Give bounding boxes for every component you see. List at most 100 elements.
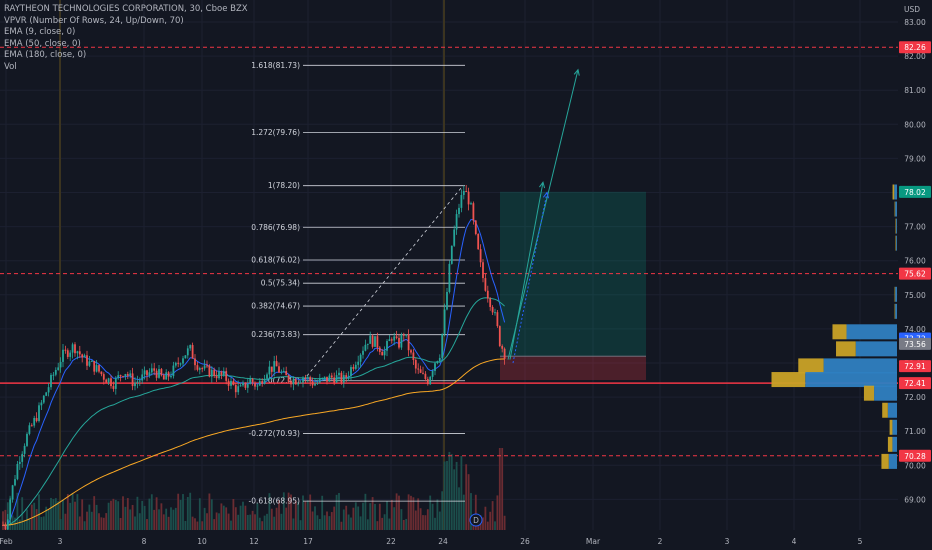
candle-body xyxy=(376,336,379,348)
fib-level-label: 0(72.48) xyxy=(268,376,300,385)
candle-body xyxy=(208,365,211,377)
volume-bar xyxy=(76,494,79,530)
legend-vpvr[interactable]: VPVR (Number Of Rows, 24, Up/Down, 70) xyxy=(4,15,184,26)
volume-bar xyxy=(186,497,189,530)
candle-body xyxy=(405,334,408,336)
volume-bar xyxy=(455,461,458,530)
volume-bar xyxy=(302,495,304,530)
time-tick-label: 3 xyxy=(58,537,63,546)
volume-bar xyxy=(266,513,268,530)
candle-body xyxy=(191,345,194,359)
volume-bar xyxy=(402,519,405,530)
candle-body xyxy=(263,378,266,384)
volume-bar xyxy=(426,509,429,530)
projection-arrows[interactable] xyxy=(507,68,580,364)
volume-profile-down xyxy=(895,235,897,251)
time-tick-label: 5 xyxy=(858,537,863,546)
candle-body xyxy=(105,379,108,383)
volume-bar xyxy=(450,454,453,530)
volume-bar xyxy=(422,515,424,530)
arrow-head xyxy=(542,191,549,199)
candle-body xyxy=(292,379,295,385)
volume-bar xyxy=(462,494,465,530)
candle-body xyxy=(424,373,427,379)
candle-body xyxy=(162,375,165,380)
volume-bar xyxy=(50,497,52,530)
candle-body xyxy=(213,369,216,376)
candle-body xyxy=(26,433,28,446)
legend-ema-180[interactable]: EMA (180, close, 0) xyxy=(4,50,87,60)
candle-body xyxy=(47,387,50,393)
candle-body xyxy=(9,499,12,520)
volume-bar xyxy=(114,499,117,530)
volume-bar xyxy=(162,514,165,530)
volume-bar xyxy=(328,516,331,530)
volume-bar xyxy=(105,513,108,530)
candle-body xyxy=(381,351,384,356)
volume-bar xyxy=(184,520,187,530)
currency-label: USD xyxy=(904,5,920,14)
legend-ema-50[interactable]: EMA (50, close, 0) xyxy=(4,38,81,49)
time-axis[interactable]: Feb 3 8 10 12 17 22 24 26 Mar 2 3 4 5 xyxy=(0,530,932,550)
volume-profile-down xyxy=(881,453,889,469)
price-tick-label: 74.00 xyxy=(904,325,926,334)
fib-trend-line xyxy=(302,185,464,381)
price-tag xyxy=(899,377,931,390)
candle-body xyxy=(196,365,199,370)
volume-bar xyxy=(100,517,103,530)
candle-body xyxy=(112,386,115,389)
volume-bar xyxy=(275,507,278,530)
volume-bar xyxy=(254,514,256,530)
long-position-tool[interactable] xyxy=(500,191,646,381)
volume-bar xyxy=(57,501,60,530)
volume-bar xyxy=(434,517,436,530)
price-tag-label: 70.28 xyxy=(904,452,926,461)
price-tick-label: 82.00 xyxy=(904,52,926,61)
indicator-legend: RAYTHEON TECHNOLOGIES CORPORATION, 30, C… xyxy=(4,4,248,73)
candle-body xyxy=(306,377,309,379)
price-axis[interactable]: USD68.0069.0070.0071.0072.0073.0074.0075… xyxy=(898,0,932,550)
candle-body xyxy=(280,371,283,373)
candle-body xyxy=(153,368,156,371)
candle-body xyxy=(311,381,314,386)
candle-body xyxy=(45,392,48,396)
candle-body xyxy=(340,372,343,383)
price-tag xyxy=(899,360,931,373)
volume-bar xyxy=(419,508,422,530)
candle-body xyxy=(304,378,307,380)
legend-volume[interactable]: Vol xyxy=(4,61,17,72)
volume-bar xyxy=(153,509,156,530)
volume-profile-up xyxy=(887,402,897,418)
candle-body xyxy=(318,378,321,383)
volume-bar xyxy=(278,500,280,530)
volume-bar xyxy=(285,507,288,530)
volume-bar xyxy=(126,498,129,530)
candle-body xyxy=(501,346,504,349)
legend-ema-9[interactable]: EMA (9, close, 0) xyxy=(4,27,76,37)
volume-bar xyxy=(484,506,487,530)
price-tag xyxy=(899,449,931,462)
volume-bar xyxy=(107,502,110,530)
candle-body xyxy=(333,377,336,383)
volume-bar xyxy=(249,514,252,530)
candle-body xyxy=(467,191,470,205)
volume-bar xyxy=(182,494,184,530)
volume-bar xyxy=(458,487,460,530)
candle-body xyxy=(69,352,72,357)
volume-bar xyxy=(234,507,237,530)
volume-bar xyxy=(414,510,417,530)
candle-body xyxy=(438,357,441,362)
volume-bar xyxy=(110,500,112,530)
volume-bar xyxy=(194,518,196,530)
candle-body xyxy=(42,395,45,403)
candle-body xyxy=(290,381,292,385)
candle-body xyxy=(419,369,422,373)
candle-body xyxy=(460,194,463,208)
candle-body xyxy=(201,368,204,370)
candle-body xyxy=(126,374,129,376)
candle-body xyxy=(90,360,93,362)
time-tick-label: 26 xyxy=(520,537,530,546)
volume-bar xyxy=(69,502,72,530)
candle-body xyxy=(136,381,139,383)
